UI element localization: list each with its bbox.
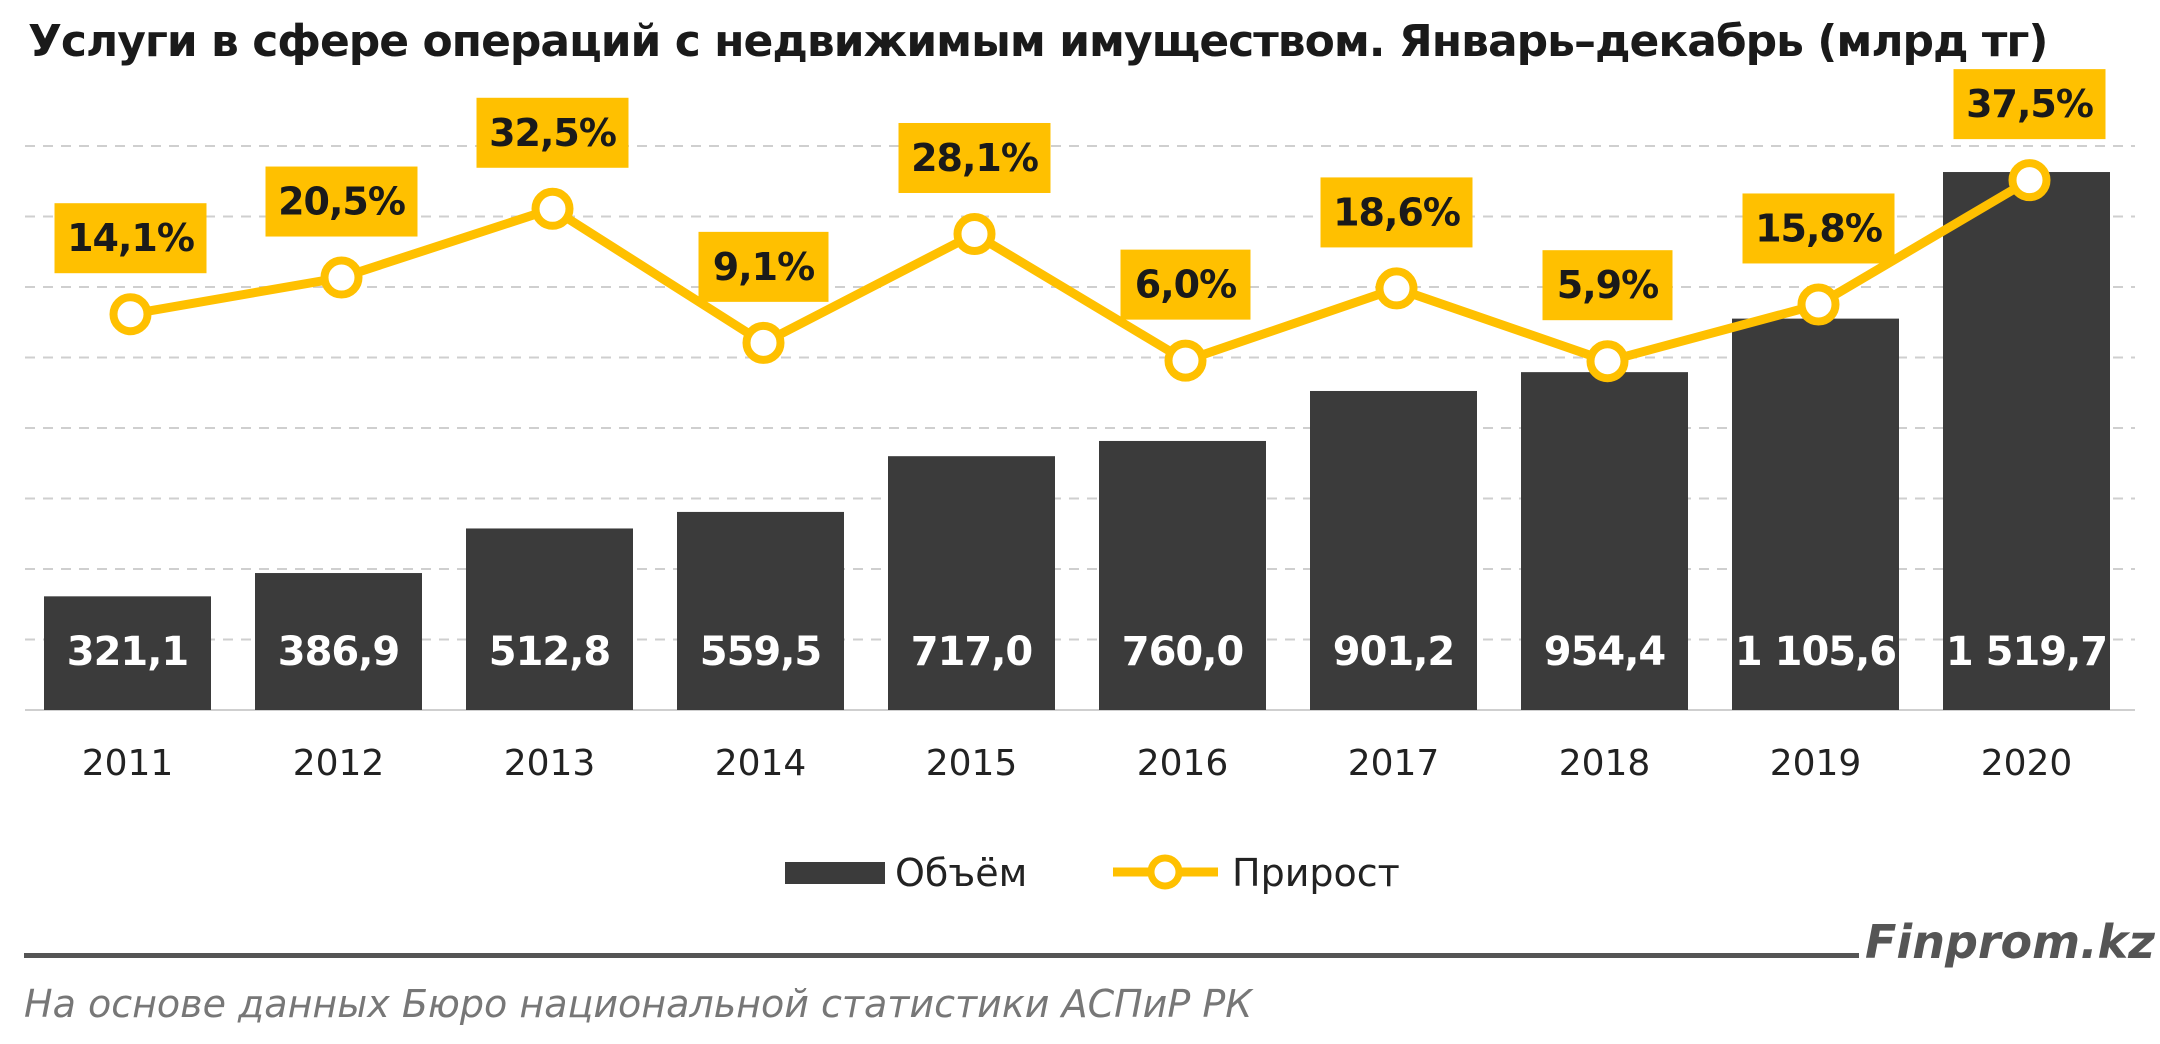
- growth-label-2020: 37,5%: [1966, 82, 2093, 126]
- x-tick-label-2017: 2017: [1348, 743, 1440, 784]
- chart-plot: 321,1 386,9 512,8 559,5 717,0 760,0 901,2 954,4…: [25, 69, 2135, 895]
- legend-swatch-growth-marker: [1147, 854, 1183, 890]
- growth-label-2011: 14,1%: [67, 216, 194, 260]
- growth-label-2013: 32,5%: [489, 111, 616, 155]
- growth-label-2018: 5,9%: [1557, 263, 1658, 307]
- legend-label-growth: Прирост: [1232, 851, 1400, 895]
- bar-2019: [1732, 318, 1899, 710]
- bar-value-label-2018: 954,4: [1544, 629, 1666, 675]
- growth-label-2019: 15,8%: [1755, 206, 1882, 250]
- growth-marker-2015: [953, 212, 996, 255]
- bar-value-label-2015: 717,0: [911, 629, 1033, 675]
- x-tick-label-2013: 2013: [504, 743, 596, 784]
- growth-line-layer: 14,1% 20,5% 32,5% 9,1% 28,1% 6,0% 18,6% 5,9% 15,…: [54, 69, 2106, 383]
- growth-marker-2011: [109, 293, 152, 336]
- growth-label-2017: 18,6%: [1333, 190, 1460, 234]
- legend-label-volume: Объём: [895, 851, 1027, 895]
- growth-marker-2013: [531, 187, 574, 230]
- chart-title: Услуги в сфере операций с недвижимым иму…: [28, 16, 2049, 67]
- bars-layer: 321,1 386,9 512,8 559,5 717,0 760,0 901,2 954,4…: [44, 172, 2110, 711]
- bar-value-label-2019: 1 105,6: [1735, 629, 1896, 675]
- growth-label-box-2011: [54, 203, 207, 274]
- bar-2012: [255, 573, 422, 710]
- x-axis-ticks: 2011 2012 2013 2014 2015 2016 2017 2018 2019 2020: [82, 743, 2073, 784]
- growth-marker-2018: [1586, 340, 1629, 383]
- growth-marker-2019: [1797, 283, 1840, 326]
- growth-label-2015: 28,1%: [911, 136, 1038, 180]
- x-tick-label-2018: 2018: [1559, 743, 1651, 784]
- growth-label-2012: 20,5%: [278, 180, 405, 224]
- x-tick-label-2016: 2016: [1137, 743, 1229, 784]
- bar-2017: [1310, 390, 1477, 710]
- growth-label-box-2019: [1742, 193, 1895, 264]
- bar-value-label-2014: 559,5: [700, 629, 822, 675]
- growth-marker-2014: [742, 321, 785, 364]
- growth-label-2016: 6,0%: [1135, 263, 1236, 307]
- legend: Объём Прирост: [785, 851, 1400, 895]
- bar-value-label-2013: 512,8: [489, 629, 611, 675]
- growth-label-box-2018: [1542, 250, 1673, 321]
- source-note: На основе данных Бюро национальной стати…: [24, 982, 1253, 1026]
- growth-label-2014: 9,1%: [713, 245, 814, 289]
- bar-2015: [888, 456, 1055, 710]
- x-tick-label-2019: 2019: [1770, 743, 1862, 784]
- growth-line: [129, 176, 2032, 366]
- bar-value-label-2016: 760,0: [1122, 629, 1244, 675]
- bar-value-label-2012: 386,9: [278, 629, 400, 675]
- growth-marker-2017: [1375, 267, 1418, 310]
- bar-2014: [677, 511, 844, 710]
- growth-label-box-2016: [1120, 249, 1251, 320]
- footer-divider: [24, 953, 1859, 958]
- growth-label-box-2020: [1953, 69, 2106, 140]
- growth-label-box-2014: [698, 231, 829, 302]
- bar-value-label-2011: 321,1: [67, 629, 189, 675]
- growth-marker-2020: [2008, 159, 2051, 202]
- growth-label-box-2015: [898, 122, 1051, 193]
- x-tick-label-2015: 2015: [926, 743, 1018, 784]
- bar-2020: [1943, 172, 2110, 711]
- bar-value-label-2020: 1 519,7: [1946, 629, 2107, 675]
- growth-marker-2012: [320, 256, 363, 299]
- bar-2011: [44, 596, 211, 710]
- x-tick-label-2011: 2011: [82, 743, 174, 784]
- growth-marker-2016: [1164, 339, 1207, 382]
- bar-2016: [1099, 440, 1266, 710]
- x-tick-label-2014: 2014: [715, 743, 807, 784]
- growth-label-box-2017: [1320, 177, 1473, 248]
- x-tick-label-2020: 2020: [1981, 743, 2073, 784]
- bar-value-label-2017: 901,2: [1333, 629, 1455, 675]
- x-tick-label-2012: 2012: [293, 743, 385, 784]
- bar-2018: [1521, 372, 1688, 710]
- growth-label-box-2012: [265, 166, 418, 237]
- bar-2013: [466, 528, 633, 710]
- legend-swatch-volume: [785, 862, 885, 884]
- brand-logo-text: Finprom.kz: [1865, 915, 2155, 969]
- growth-label-box-2013: [476, 97, 629, 168]
